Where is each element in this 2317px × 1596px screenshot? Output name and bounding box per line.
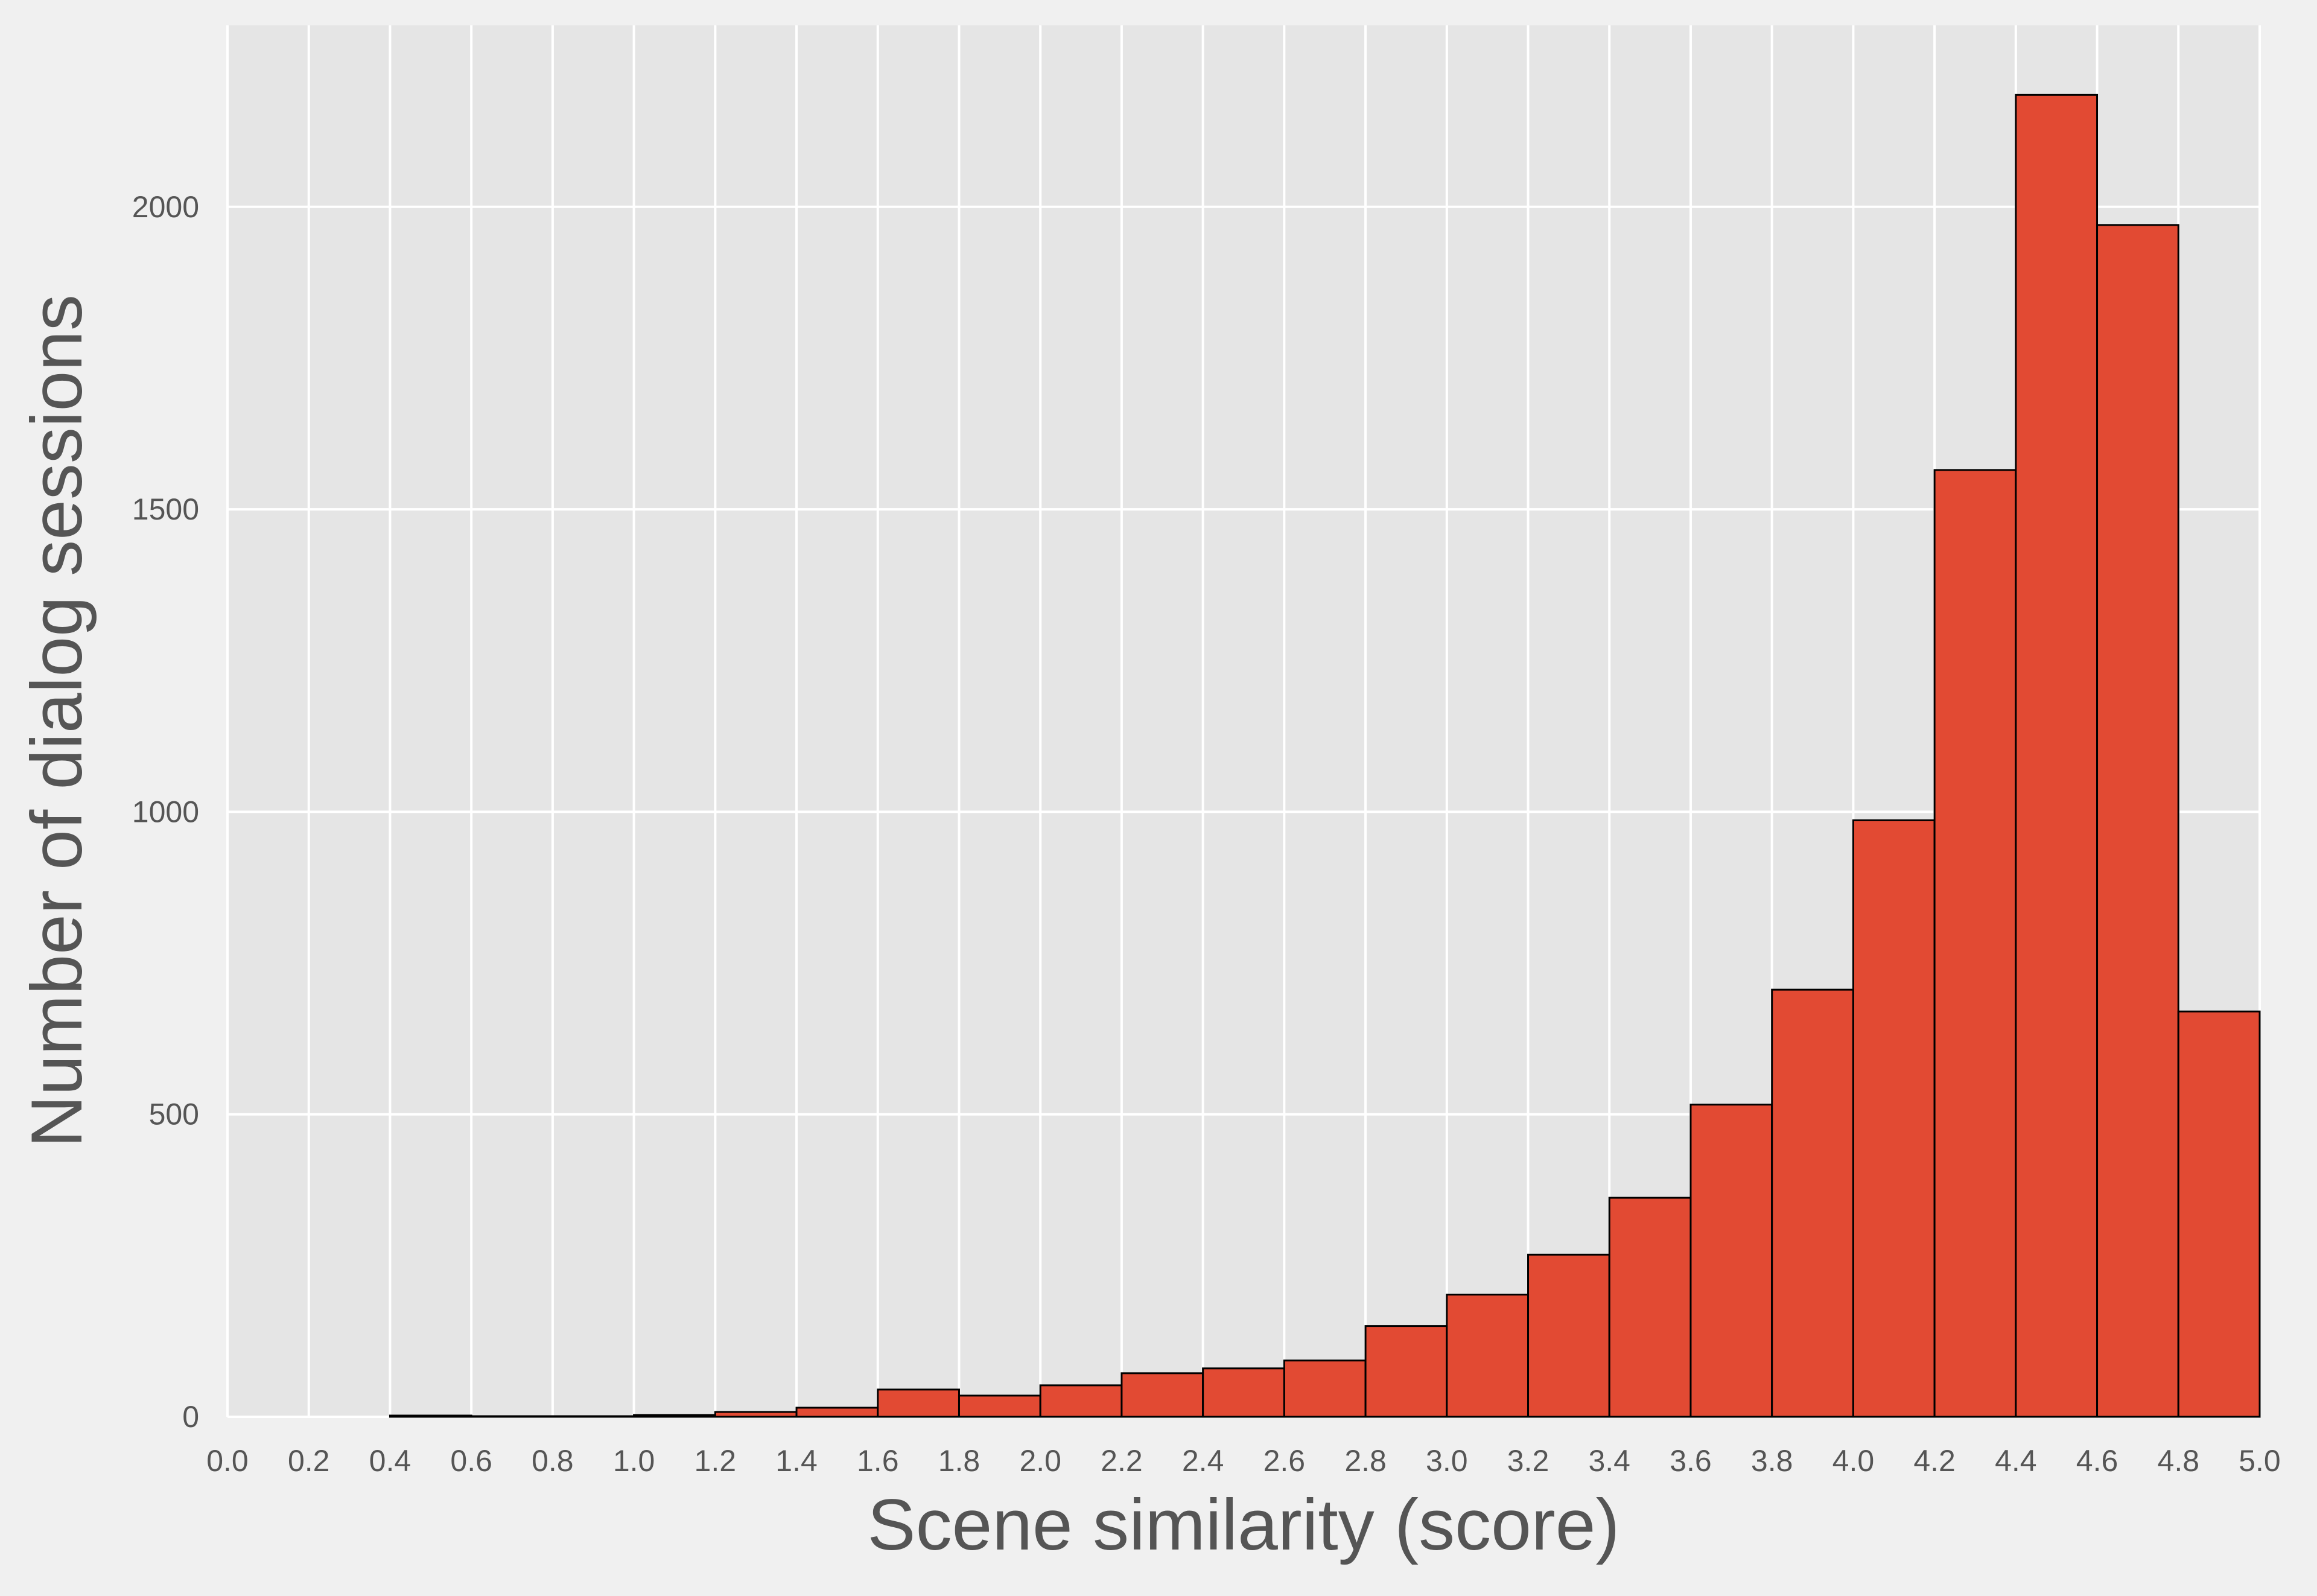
x-tick-label: 2.6 bbox=[1263, 1444, 1306, 1478]
histogram-bar bbox=[1364, 1325, 1448, 1418]
histogram-bar bbox=[1527, 1253, 1610, 1418]
x-tick-label: 0.2 bbox=[288, 1444, 330, 1478]
y-tick-label: 2000 bbox=[132, 190, 199, 224]
x-tick-label: 0.8 bbox=[532, 1444, 574, 1478]
histogram-bar bbox=[795, 1407, 879, 1418]
histogram-bar bbox=[1771, 988, 1854, 1418]
x-tick-label: 1.2 bbox=[694, 1444, 737, 1478]
x-tick-label: 3.6 bbox=[1670, 1444, 1712, 1478]
x-tick-label: 2.8 bbox=[1344, 1444, 1387, 1478]
y-tick-label: 1500 bbox=[132, 492, 199, 526]
y-axis-label: Number of dialog sessions bbox=[16, 294, 97, 1148]
histogram-bar bbox=[714, 1411, 798, 1418]
histogram-bar bbox=[470, 1415, 554, 1418]
x-tick-label: 2.0 bbox=[1019, 1444, 1061, 1478]
histogram-bar bbox=[958, 1394, 1041, 1418]
x-axis-label: Scene similarity (score) bbox=[868, 1484, 1620, 1565]
y-tick-label: 0 bbox=[182, 1400, 199, 1434]
x-tick-label: 3.2 bbox=[1507, 1444, 1549, 1478]
histogram-bar bbox=[1446, 1293, 1530, 1418]
x-tick-label: 3.0 bbox=[1426, 1444, 1468, 1478]
x-tick-label: 1.0 bbox=[613, 1444, 655, 1478]
x-tick-label: 4.4 bbox=[1995, 1444, 2037, 1478]
x-tick-label: 5.0 bbox=[2239, 1444, 2281, 1478]
x-tick-label: 1.4 bbox=[775, 1444, 818, 1478]
histogram-bar bbox=[551, 1415, 635, 1418]
histogram-bar bbox=[2177, 1010, 2261, 1418]
histogram-bar bbox=[1852, 819, 1936, 1418]
histogram-bar bbox=[877, 1388, 960, 1418]
x-tick-label: 0.4 bbox=[369, 1444, 412, 1478]
histogram-bar bbox=[1120, 1372, 1204, 1418]
x-tick-label: 2.4 bbox=[1182, 1444, 1224, 1478]
x-tick-label: 3.8 bbox=[1751, 1444, 1793, 1478]
histogram-bar bbox=[2015, 94, 2099, 1418]
x-tick-label: 1.8 bbox=[938, 1444, 981, 1478]
histogram-bar bbox=[389, 1414, 472, 1418]
histogram-bar bbox=[1608, 1197, 1692, 1418]
x-tick-labels: 0.0 0.2 0.4 0.6 0.8 1.0 1.2 1.4 1.6 1.8 2.0 2.2 2.4 2… bbox=[206, 1444, 2281, 1478]
bars bbox=[389, 94, 2261, 1418]
y-tick-label: 500 bbox=[149, 1098, 199, 1131]
histogram-bar bbox=[1039, 1384, 1123, 1418]
y-tick-label: 1000 bbox=[132, 795, 199, 828]
y-tick-labels: 0 500 1000 1500 2000 bbox=[132, 190, 199, 1434]
histogram-bar bbox=[1689, 1104, 1773, 1418]
histogram-bar bbox=[1283, 1359, 1367, 1418]
histogram-bar bbox=[2096, 224, 2179, 1418]
histogram-bar bbox=[1202, 1367, 1285, 1418]
x-tick-label: 4.8 bbox=[2158, 1444, 2200, 1478]
x-tick-label: 4.2 bbox=[1913, 1444, 1956, 1478]
x-tick-label: 0.6 bbox=[450, 1444, 492, 1478]
x-tick-label: 2.2 bbox=[1101, 1444, 1143, 1478]
histogram-bar bbox=[633, 1414, 716, 1418]
x-tick-label: 4.0 bbox=[1832, 1444, 1875, 1478]
x-tick-label: 0.0 bbox=[206, 1444, 249, 1478]
x-tick-label: 1.6 bbox=[857, 1444, 899, 1478]
x-tick-label: 4.6 bbox=[2076, 1444, 2118, 1478]
x-tick-label: 3.4 bbox=[1588, 1444, 1630, 1478]
histogram-bar bbox=[1933, 469, 2017, 1418]
